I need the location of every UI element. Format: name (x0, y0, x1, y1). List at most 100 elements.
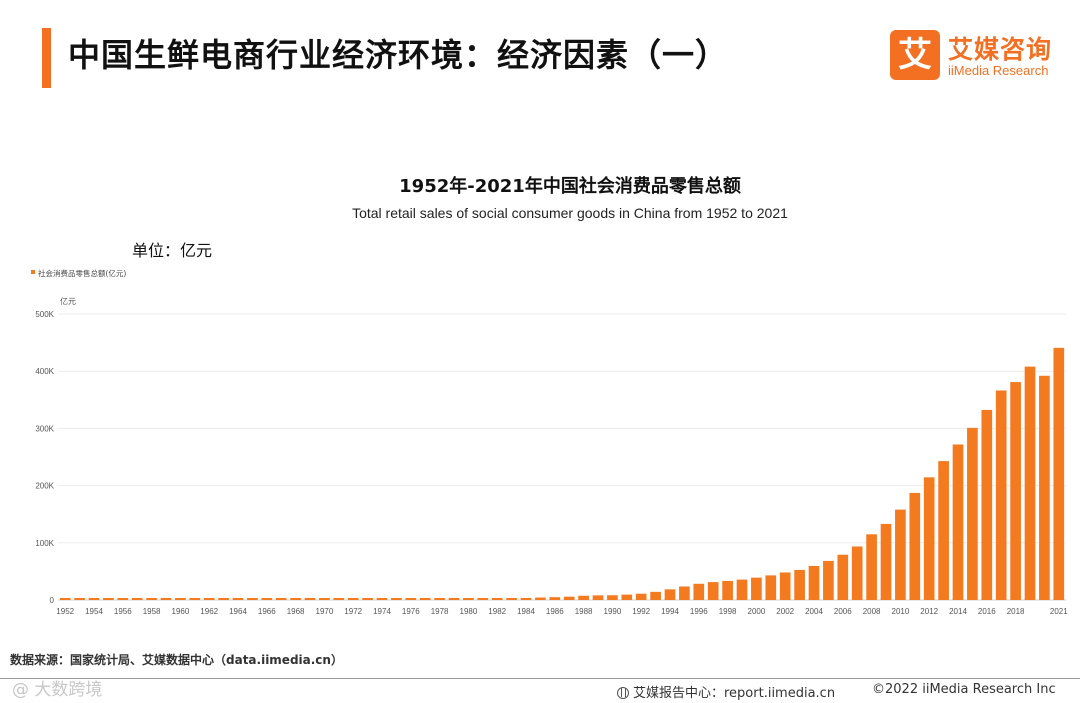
bar (74, 598, 85, 600)
logo-mark-icon: 艾 (890, 30, 940, 80)
bar (333, 598, 345, 600)
legend-label: 社会消费品零售总额(亿元) (38, 268, 126, 278)
logo-name-cn: 艾媒咨询 (948, 35, 1053, 64)
footer-report-text: 艾媒报告中心：report.iimedia.cn (633, 686, 836, 701)
x-tick-label: 2006 (834, 607, 852, 616)
y-tick-label: 400K (35, 367, 54, 376)
bar (419, 598, 431, 600)
bar (635, 593, 647, 600)
bar (650, 591, 661, 600)
x-tick-label: 2021 (1050, 607, 1068, 616)
bar (463, 598, 474, 600)
x-tick-label: 1960 (172, 607, 190, 616)
x-tick-label: 1962 (200, 607, 218, 616)
bar (607, 595, 618, 600)
x-tick-label: 2018 (1007, 607, 1025, 616)
retail-sales-bar-chart: 社会消费品零售总额(亿元) 亿元 0 100K 200K 300K 400K 500K 1952… (31, 268, 1068, 616)
unit-label: 单位：亿元 (132, 241, 213, 260)
bar (549, 597, 561, 600)
bar (131, 598, 143, 600)
x-tick-label: 1956 (114, 607, 132, 616)
x-tick-label: 1986 (546, 607, 564, 616)
bar (160, 598, 172, 600)
watermark: @ 大数跨境 (12, 680, 103, 700)
footer-divider (0, 678, 1080, 679)
bar (707, 582, 719, 600)
bar (923, 477, 935, 600)
x-tick-label: 1958 (143, 607, 161, 616)
x-tick-label: 2002 (776, 607, 794, 616)
x-tick-label: 1970 (316, 607, 334, 616)
x-tick-label: 1966 (258, 607, 276, 616)
bar (967, 427, 978, 600)
bar (794, 569, 805, 600)
bar (59, 598, 71, 600)
x-tick-label: 1954 (85, 607, 103, 616)
bar (751, 577, 762, 600)
x-tick-label: 1996 (690, 607, 708, 616)
bar (275, 598, 287, 600)
bar (376, 598, 388, 600)
bar (765, 575, 777, 600)
bar (290, 598, 301, 600)
bar (1039, 375, 1050, 600)
bar (823, 560, 834, 600)
bar (621, 594, 633, 600)
bar (103, 598, 114, 600)
x-tick-label: 2000 (748, 607, 766, 616)
bar (1053, 347, 1065, 600)
x-tick-label: 1974 (373, 607, 391, 616)
bar (247, 598, 258, 600)
bar (203, 598, 215, 600)
bar (434, 598, 445, 600)
bar (88, 598, 100, 600)
chart-title: 1952年-2021年中国社会消费品零售总额 (399, 176, 741, 197)
bar (851, 546, 863, 600)
bar (995, 390, 1007, 600)
bar (477, 598, 489, 600)
x-tick-label: 1952 (56, 607, 74, 616)
bar (779, 572, 791, 600)
x-tick-label: 1968 (287, 607, 305, 616)
bar (261, 598, 273, 600)
x-tick-label: 1976 (402, 607, 420, 616)
bar (506, 598, 517, 600)
bar (693, 583, 705, 600)
chart-subtitle: Total retail sales of social consumer go… (352, 205, 788, 221)
x-tick-label: 1998 (719, 607, 737, 616)
iimedia-logo: 艾 艾媒咨询 iiMedia Research (890, 30, 1065, 82)
bar (146, 598, 157, 600)
bar (592, 595, 604, 600)
x-tick-label: 1964 (229, 607, 247, 616)
bar (866, 534, 877, 600)
x-tick-label: 1994 (661, 607, 679, 616)
bar (938, 461, 949, 600)
bar (578, 595, 589, 600)
logo-name-en: iiMedia Research (948, 63, 1049, 78)
x-tick-label: 1978 (431, 607, 449, 616)
bar (232, 598, 244, 600)
legend-swatch (31, 270, 35, 274)
x-tick-label: 1972 (344, 607, 362, 616)
x-tick-label: 2010 (892, 607, 910, 616)
footer-report-center[interactable]: 艾媒报告中心：report.iimedia.cn (617, 682, 835, 701)
bar (880, 523, 892, 600)
x-tick-label: 1984 (517, 607, 535, 616)
x-tick-label: 1988 (575, 607, 593, 616)
bar (347, 598, 359, 600)
bar (736, 579, 748, 600)
bar (722, 580, 733, 600)
bar (895, 509, 906, 600)
x-tick-label: 1990 (604, 607, 622, 616)
x-tick-label: 2004 (805, 607, 823, 616)
bar (218, 598, 229, 600)
bar (405, 598, 417, 600)
bar (520, 598, 532, 600)
bar (535, 597, 546, 600)
bar (909, 492, 921, 600)
bar (448, 598, 460, 600)
x-tick-label: 2016 (978, 607, 996, 616)
bar (362, 598, 373, 600)
bar (563, 596, 575, 600)
bar (491, 598, 503, 600)
